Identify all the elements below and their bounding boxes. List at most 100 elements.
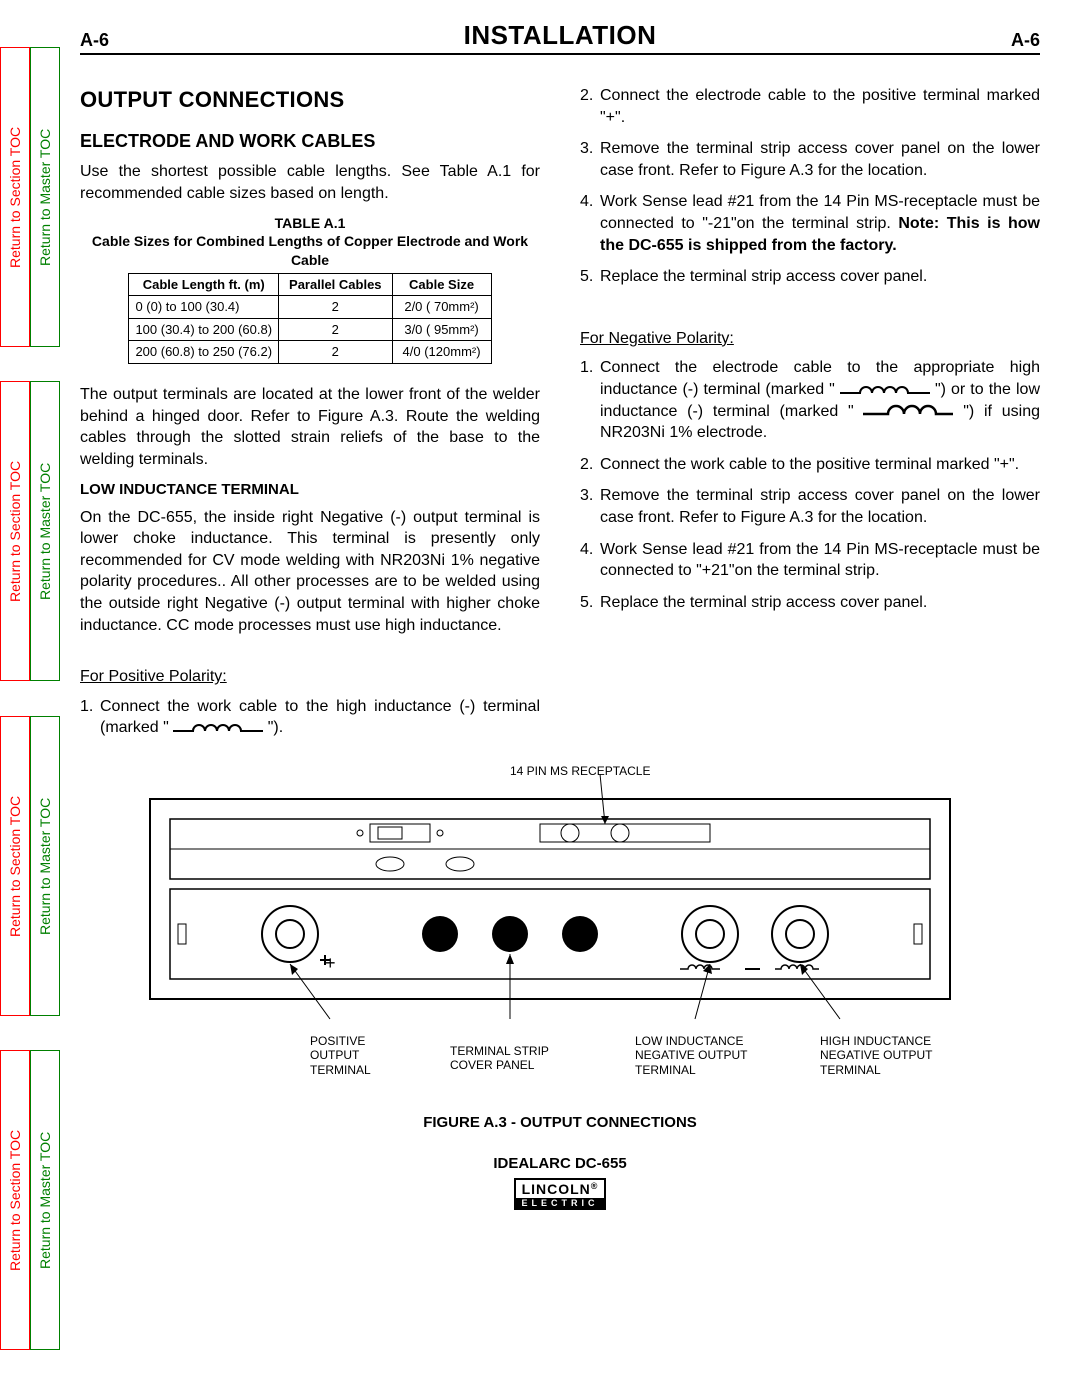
figure-label-highind: HIGH INDUCTANCE NEGATIVE OUTPUT TERMINAL xyxy=(820,1034,980,1077)
table-caption-line1: TABLE A.1 xyxy=(275,215,346,231)
table-cell: 200 (60.8) to 250 (76.2) xyxy=(129,341,279,364)
page-title: INSTALLATION xyxy=(464,20,657,51)
return-section-toc-link[interactable]: Return to Section TOC xyxy=(0,716,30,1016)
step-text: Connect the work cable to the high induc… xyxy=(100,696,540,739)
step-text: Work Sense lead #21 from the 14 Pin MS-r… xyxy=(600,539,1040,582)
list-item: 4.Work Sense lead #21 from the 14 Pin MS… xyxy=(580,191,1040,256)
table-caption: TABLE A.1 Cable Sizes for Combined Lengt… xyxy=(80,214,540,269)
step-text: Work Sense lead #21 from the 14 Pin MS-r… xyxy=(600,191,1040,256)
figure-a3: 14 PIN MS RECEPTACLE xyxy=(80,769,1040,1211)
page-content: A-6 INSTALLATION A-6 OUTPUT CONNECTIONS … xyxy=(80,20,1040,1211)
table-cell: 2 xyxy=(279,341,393,364)
step-number: 4. xyxy=(580,191,600,256)
step-text: Connect the work cable to the positive t… xyxy=(600,454,1040,476)
table-caption-line2: Cable Sizes for Combined Lengths of Copp… xyxy=(92,233,528,267)
master-toc-column: Return to Master TOC Return to Master TO… xyxy=(30,0,60,1397)
negative-polarity-label: For Negative Polarity: xyxy=(580,328,734,350)
table-cell: 100 (30.4) to 200 (60.8) xyxy=(129,318,279,341)
table-row: 0 (0) to 100 (30.4) 2 2/0 ( 70mm²) xyxy=(129,296,491,319)
high-inductance-icon xyxy=(840,383,930,397)
step-number: 1. xyxy=(580,357,600,443)
terminals-paragraph: The output terminals are located at the … xyxy=(80,384,540,470)
step-text: Remove the terminal strip access cover p… xyxy=(600,138,1040,181)
logo-bottom: ELECTRIC xyxy=(516,1198,605,1208)
list-item: 2.Connect the work cable to the positive… xyxy=(580,454,1040,476)
table-cell: 4/0 (120mm²) xyxy=(392,341,491,364)
step-text: Remove the terminal strip access cover p… xyxy=(600,485,1040,528)
cable-size-table: Cable Length ft. (m) Parallel Cables Cab… xyxy=(128,273,491,364)
table-cell: 2 xyxy=(279,296,393,319)
logo-top: LINCOLN xyxy=(522,1181,591,1197)
right-column: 2.Connect the electrode cable to the pos… xyxy=(580,85,1040,749)
page-number-right: A-6 xyxy=(1011,30,1040,51)
step-number: 5. xyxy=(580,592,600,614)
step-text: Replace the terminal strip access cover … xyxy=(600,266,1040,288)
page-header: A-6 INSTALLATION A-6 xyxy=(80,20,1040,51)
subsection-heading: ELECTRODE AND WORK CABLES xyxy=(80,129,540,153)
intro-paragraph: Use the shortest possible cable lengths.… xyxy=(80,161,540,204)
step-text-part: "). xyxy=(268,719,283,736)
table-header: Parallel Cables xyxy=(279,273,393,296)
table-row: 100 (30.4) to 200 (60.8) 2 3/0 ( 95mm²) xyxy=(129,318,491,341)
step-text-part: Connect the work cable to the high induc… xyxy=(100,698,540,737)
return-master-toc-link[interactable]: Return to Master TOC xyxy=(30,381,60,681)
low-inductance-paragraph: On the DC-655, the inside right Negative… xyxy=(80,507,540,637)
list-item: 1. Connect the work cable to the high in… xyxy=(80,696,540,739)
footer-model: IDEALARC DC-655 xyxy=(80,1155,1040,1172)
return-master-toc-link[interactable]: Return to Master TOC xyxy=(30,47,60,347)
side-tabs: Return to Section TOC Return to Section … xyxy=(0,0,60,1397)
table-header: Cable Length ft. (m) xyxy=(129,273,279,296)
list-item: 3.Remove the terminal strip access cover… xyxy=(580,485,1040,528)
table-cell: 0 (0) to 100 (30.4) xyxy=(129,296,279,319)
figure-label-strip: TERMINAL STRIP COVER PANEL xyxy=(450,1044,570,1073)
return-master-toc-link[interactable]: Return to Master TOC xyxy=(30,716,60,1016)
table-cell: 2 xyxy=(279,318,393,341)
section-heading: OUTPUT CONNECTIONS xyxy=(80,85,540,115)
list-item: 5.Replace the terminal strip access cove… xyxy=(580,592,1040,614)
table-a1: TABLE A.1 Cable Sizes for Combined Lengt… xyxy=(80,214,540,364)
svg-text:+: + xyxy=(325,953,336,973)
list-item: 4.Work Sense lead #21 from the 14 Pin MS… xyxy=(580,539,1040,582)
step-text: Replace the terminal strip access cover … xyxy=(600,592,1040,614)
table-header: Cable Size xyxy=(392,273,491,296)
list-item: 1. Connect the electrode cable to the ap… xyxy=(580,357,1040,443)
figure-label-lowind: LOW INDUCTANCE NEGATIVE OUTPUT TERMINAL xyxy=(635,1034,785,1077)
logo-registered: ® xyxy=(591,1181,599,1191)
table-cell: 3/0 ( 95mm²) xyxy=(392,318,491,341)
step-number: 4. xyxy=(580,539,600,582)
step-number: 3. xyxy=(580,485,600,528)
list-item: 2.Connect the electrode cable to the pos… xyxy=(580,85,1040,128)
return-master-toc-link[interactable]: Return to Master TOC xyxy=(30,1050,60,1350)
two-column-content: OUTPUT CONNECTIONS ELECTRODE AND WORK CA… xyxy=(80,85,1040,749)
left-column: OUTPUT CONNECTIONS ELECTRODE AND WORK CA… xyxy=(80,85,540,749)
list-item: 5.Replace the terminal strip access cove… xyxy=(580,266,1040,288)
return-section-toc-link[interactable]: Return to Section TOC xyxy=(0,47,30,347)
header-rule xyxy=(80,53,1040,55)
return-section-toc-link[interactable]: Return to Section TOC xyxy=(0,1050,30,1350)
table-cell: 2/0 ( 70mm²) xyxy=(392,296,491,319)
step-text: Connect the electrode cable to the appro… xyxy=(600,357,1040,443)
step-number: 1. xyxy=(80,696,100,739)
output-connections-diagram: + xyxy=(140,769,970,1029)
figure-label-receptacle: 14 PIN MS RECEPTACLE xyxy=(510,764,650,778)
positive-polarity-steps-cont: 2.Connect the electrode cable to the pos… xyxy=(580,85,1040,288)
step-number: 2. xyxy=(580,454,600,476)
step-number: 5. xyxy=(580,266,600,288)
high-inductance-icon xyxy=(173,721,263,735)
step-text: Connect the electrode cable to the posit… xyxy=(600,85,1040,128)
table-row: 200 (60.8) to 250 (76.2) 2 4/0 (120mm²) xyxy=(129,341,491,364)
positive-polarity-steps: 1. Connect the work cable to the high in… xyxy=(80,696,540,739)
negative-polarity-steps: 1. Connect the electrode cable to the ap… xyxy=(580,357,1040,613)
return-section-toc-link[interactable]: Return to Section TOC xyxy=(0,381,30,681)
figure-caption: FIGURE A.3 - OUTPUT CONNECTIONS xyxy=(80,1114,1040,1131)
low-inductance-icon xyxy=(863,404,953,418)
low-inductance-heading: LOW INDUCTANCE TERMINAL xyxy=(80,480,540,500)
list-item: 3.Remove the terminal strip access cover… xyxy=(580,138,1040,181)
section-toc-column: Return to Section TOC Return to Section … xyxy=(0,0,30,1397)
positive-polarity-label: For Positive Polarity: xyxy=(80,666,227,688)
page-number-left: A-6 xyxy=(80,30,109,51)
step-number: 2. xyxy=(580,85,600,128)
step-number: 3. xyxy=(580,138,600,181)
lincoln-electric-logo: LINCOLN® ELECTRIC xyxy=(514,1178,607,1210)
figure-label-positive: POSITIVE OUTPUT TERMINAL xyxy=(310,1034,410,1077)
